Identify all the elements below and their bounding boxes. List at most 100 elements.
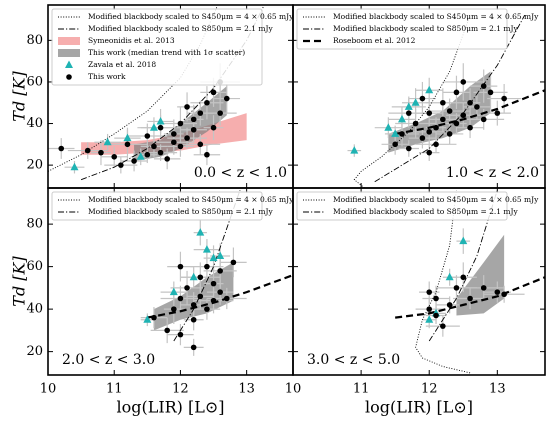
point [144, 133, 151, 139]
legend-label: This work [88, 72, 126, 81]
scatter-band [388, 71, 491, 153]
point [202, 245, 211, 253]
plot-area [347, 15, 545, 188]
point [384, 123, 393, 131]
point [111, 154, 118, 160]
point [426, 110, 433, 116]
point [460, 274, 467, 281]
point [143, 315, 152, 323]
point [453, 285, 460, 291]
point [131, 158, 137, 164]
point [419, 95, 426, 102]
legend-handle [65, 60, 73, 68]
point [426, 306, 433, 312]
point [397, 114, 406, 123]
model-curve [173, 189, 241, 342]
point [164, 327, 170, 334]
point [426, 149, 433, 156]
legend-label: Modified blackbody scaled to S850μm = 2.… [333, 207, 519, 216]
y-tick-label: 60 [26, 74, 43, 89]
point [190, 302, 197, 308]
point [459, 236, 468, 245]
point [474, 104, 480, 110]
point [149, 123, 158, 131]
legend: Modified blackbody scaled to S450μm = 4 … [51, 8, 294, 86]
point [217, 268, 223, 274]
point [58, 145, 65, 152]
point [210, 124, 217, 131]
point [118, 162, 124, 168]
point [433, 312, 439, 319]
redshift-label: 1.0 < z < 2.0 [446, 165, 539, 181]
point [405, 110, 412, 116]
point [391, 129, 400, 137]
point [230, 259, 237, 266]
x-tick-label: 13 [238, 382, 255, 397]
y-tick-label: 20 [26, 344, 43, 359]
point [157, 149, 164, 156]
y-tick-label: 40 [26, 116, 43, 131]
point [487, 89, 494, 96]
point [84, 147, 91, 154]
point [98, 149, 104, 156]
point [501, 95, 507, 102]
point [217, 289, 223, 295]
legend-box [51, 8, 263, 86]
point [151, 143, 157, 150]
x-tick-label: 10 [40, 382, 57, 397]
legend-label: Roseboom et al. 2012 [333, 36, 416, 45]
point [197, 274, 204, 281]
point [446, 108, 453, 114]
point [164, 156, 170, 162]
point [467, 124, 473, 131]
point [171, 139, 177, 146]
point [446, 302, 453, 308]
legend-label: Modified blackbody scaled to S450μm = 4 … [333, 12, 539, 21]
axes-frame [292, 187, 546, 376]
point [204, 99, 210, 106]
legend-box [296, 8, 508, 50]
point [177, 295, 184, 302]
x-tick-label: 11 [353, 382, 370, 397]
plot-area [140, 189, 293, 356]
point [144, 151, 151, 158]
legend-label: Modified blackbody scaled to S450μm = 4 … [333, 195, 539, 204]
point [171, 131, 177, 137]
point [404, 102, 413, 110]
y-tick-label: 80 [26, 217, 43, 232]
point [425, 85, 434, 94]
point [103, 137, 112, 146]
legend: Modified blackbody scaled to S450μm = 4 … [296, 191, 539, 221]
point [171, 306, 177, 312]
point [157, 124, 164, 131]
point [480, 285, 487, 291]
point [433, 124, 439, 131]
point [412, 120, 419, 127]
model-curve [428, 189, 498, 342]
legend-label: Modified blackbody scaled to S850μm = 2.… [88, 24, 274, 33]
point [197, 293, 204, 300]
point [411, 98, 420, 106]
point [177, 120, 184, 127]
point [190, 316, 197, 323]
point [189, 272, 198, 281]
y-tick-label: 20 [26, 158, 43, 173]
point [460, 79, 467, 85]
x-tick-label: 10 [285, 382, 302, 397]
point [440, 116, 446, 123]
point [210, 280, 217, 287]
legend-handle [58, 37, 80, 45]
point [184, 104, 190, 110]
point [453, 89, 460, 96]
point [184, 135, 190, 141]
point [217, 110, 223, 116]
point [494, 289, 501, 295]
legend-label: Zavala et al. 2018 [88, 60, 156, 69]
point [190, 344, 197, 351]
point [209, 253, 218, 262]
point [123, 133, 132, 142]
legend-label: This work (median trend with 1σ scatter) [88, 48, 245, 57]
redshift-label: 3.0 < z < 5.0 [307, 352, 400, 368]
point [467, 99, 473, 106]
plot-area [395, 189, 545, 374]
